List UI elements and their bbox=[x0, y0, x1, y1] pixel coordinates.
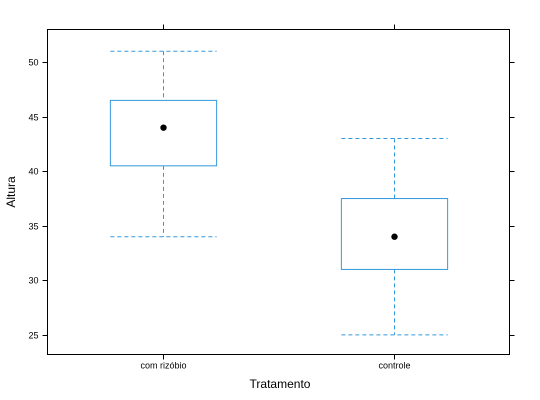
y-tick-label: 50 bbox=[28, 58, 38, 68]
iqr-box bbox=[340, 198, 449, 270]
median-dot bbox=[391, 233, 398, 240]
y-tick-label: 40 bbox=[28, 167, 38, 177]
x-tick-label: com rizóbio bbox=[140, 361, 186, 371]
x-tick-label: controle bbox=[378, 361, 410, 371]
y-axis: 25 30 35 40 45 50 bbox=[28, 58, 515, 341]
plot-frame bbox=[47, 29, 510, 355]
y-tick-label: 45 bbox=[28, 113, 38, 123]
x-axis-title: Tratamento bbox=[250, 377, 311, 391]
y-axis-title: Altura bbox=[4, 176, 18, 208]
y-tick-label: 35 bbox=[28, 222, 38, 232]
boxes-layer bbox=[109, 50, 449, 336]
y-tick-label: 30 bbox=[28, 276, 38, 286]
median-dot bbox=[160, 124, 167, 131]
iqr-box bbox=[109, 99, 218, 167]
x-axis: com rizóbio controle bbox=[140, 24, 411, 371]
y-tick-label: 25 bbox=[28, 331, 38, 341]
